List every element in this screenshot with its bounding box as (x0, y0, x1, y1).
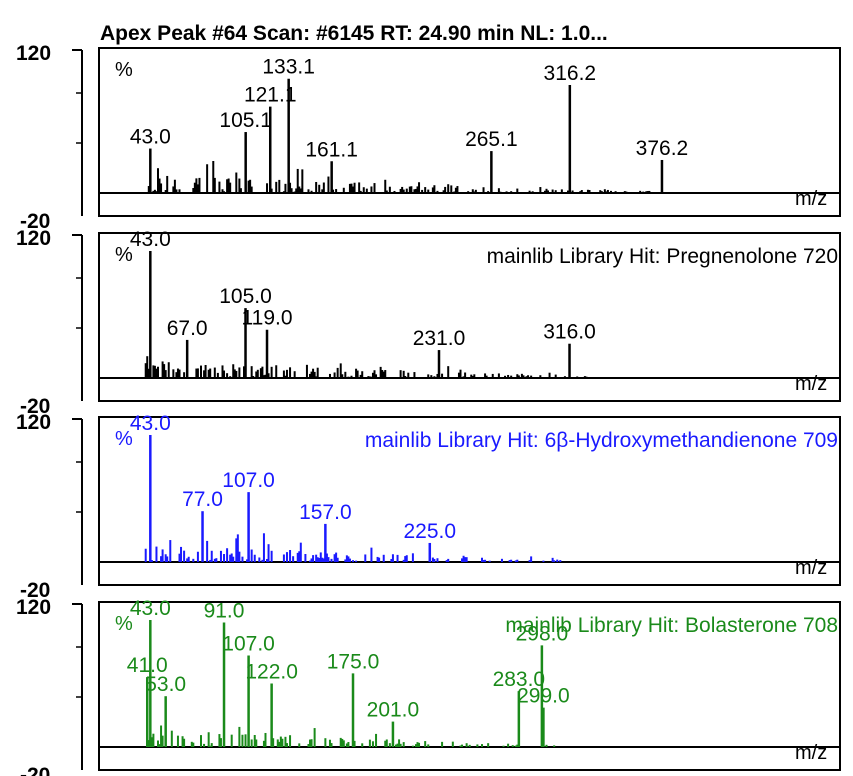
panel-frame (98, 601, 841, 771)
peak-label: 67.0 (167, 317, 208, 340)
peak-label: 43.0 (130, 597, 171, 620)
y-axis-percent-label: % (115, 244, 133, 266)
peak-label: 43.0 (130, 126, 171, 149)
peak-label: 105.1 (219, 109, 272, 132)
y-tick-label-bottom: -20 (20, 764, 50, 776)
peak-label: 161.1 (305, 138, 358, 161)
y-axis-percent-label: % (115, 428, 133, 450)
peak-label: 122.0 (245, 661, 298, 684)
peak-label: 299.0 (517, 685, 570, 708)
peak-label: 283.0 (493, 668, 546, 691)
peak-label: 175.0 (327, 650, 380, 673)
x-axis-mz-label: m/z (795, 557, 827, 579)
peak-label: 41.0 (127, 654, 168, 677)
y-tick-label-top: 120 (16, 411, 51, 434)
peak-label: 107.0 (222, 633, 275, 656)
peak-label: 121.1 (244, 84, 297, 107)
x-axis-mz-label: m/z (795, 188, 827, 210)
panel-frame (98, 416, 841, 586)
y-axis-percent-label: % (115, 59, 133, 81)
y-tick-label-top: 120 (16, 596, 51, 619)
x-axis-mz-label: m/z (795, 373, 827, 395)
y-tick-label-bottom: -20 (20, 579, 50, 602)
peak-label: 225.0 (404, 520, 457, 543)
library-hit-label: mainlib Library Hit: Bolasterone 708 (505, 614, 838, 637)
peak-label: 43.0 (130, 412, 171, 435)
y-tick-label-bottom: -20 (20, 210, 50, 233)
y-tick-label-top: 120 (16, 42, 51, 65)
panel-frame (98, 232, 841, 402)
peak-label: 77.0 (182, 488, 223, 511)
y-tick-label-bottom: -20 (20, 395, 50, 418)
peak-label: 376.2 (636, 137, 689, 160)
peak-label: 316.0 (543, 321, 596, 344)
chart-title: Apex Peak #64 Scan: #6145 RT: 24.90 min … (100, 22, 608, 45)
y-tick-label-top: 120 (16, 227, 51, 250)
peak-label: 53.0 (145, 673, 186, 696)
peak-label: 133.1 (262, 56, 315, 79)
peak-label: 265.1 (465, 128, 518, 151)
peak-label: 157.0 (299, 501, 352, 524)
panel-frame (98, 47, 841, 217)
peak-label: 105.0 (219, 285, 272, 308)
peak-label: 107.0 (222, 469, 275, 492)
peak-label: 231.0 (413, 327, 466, 350)
peak-label: 298.0 (516, 622, 569, 645)
library-hit-label: mainlib Library Hit: Pregnenolone 720 (487, 245, 838, 268)
spectrum-panel-4: 120 -20% m/z mainlib Library Hit: Bolastero… (16, 596, 841, 776)
peak-label: 91.0 (204, 600, 245, 623)
spectrum-panel-2: 120 -20% m/z mainlib Library Hit: Pregnenol… (16, 227, 841, 418)
peak-label: 43.0 (130, 228, 171, 251)
peak-label: 119.0 (242, 307, 293, 330)
peak-label: 316.2 (544, 62, 597, 85)
peak-label: 201.0 (367, 699, 420, 722)
x-axis-mz-label: m/z (795, 742, 827, 764)
library-hit-label: mainlib Library Hit: 6β-Hydroxymethandie… (365, 429, 838, 452)
y-axis-percent-label: % (115, 613, 133, 635)
spectrum-panel-3: 120 -20% m/z mainlib Library Hit: 6β-Hydrox… (16, 411, 841, 602)
